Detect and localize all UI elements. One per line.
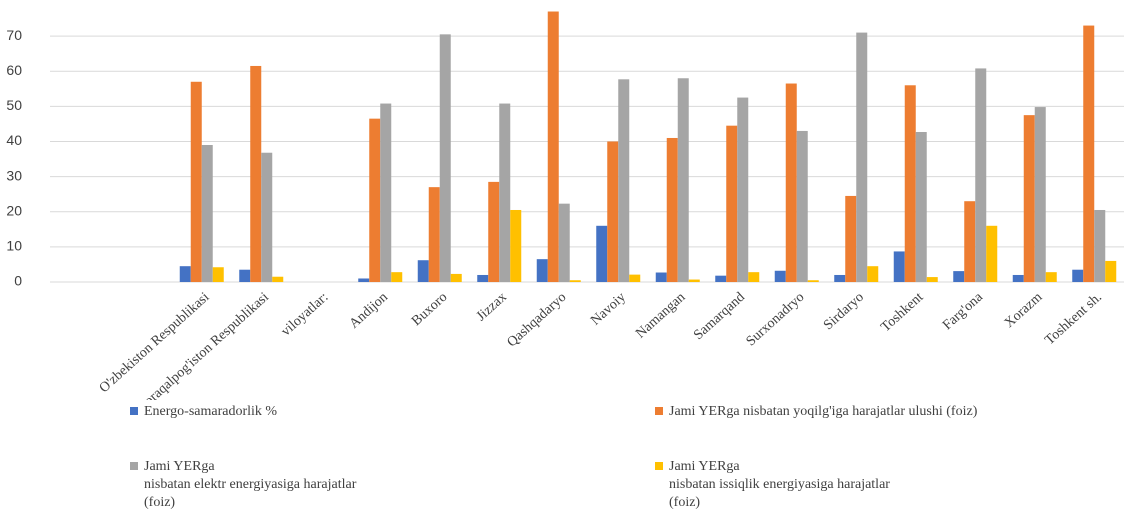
bar [369, 118, 381, 283]
bar [488, 181, 500, 282]
bar [439, 34, 451, 282]
bar [596, 225, 608, 282]
bar [380, 103, 392, 282]
bar [834, 274, 846, 282]
y-tick-label: 60 [6, 62, 22, 78]
x-tick-label: Xorazm [1002, 290, 1046, 331]
legend-label: Jami YERga nisbatan yoqilg'iga harajatla… [669, 404, 978, 419]
legend-label: Energo-samaradorlik % [144, 404, 278, 419]
bar [417, 260, 429, 282]
bar [867, 266, 879, 282]
bar [904, 85, 916, 283]
legend-label: Jami YERga nisbatan elektr energiyasiga … [144, 459, 357, 510]
bar [569, 280, 581, 282]
plot: 0 10 20 30 40 50 60 70 O'zbekiston Respublikasi Q… [6, 11, 1124, 400]
x-tick-label: Toshkent [878, 290, 926, 335]
bar [856, 32, 868, 282]
legend-item: Jami YERga nisbatan issiqlik energiyasig… [655, 458, 1089, 512]
bar [607, 141, 619, 282]
bar [926, 277, 938, 282]
bar [450, 273, 462, 282]
bar [250, 65, 262, 282]
y-tick-label: 20 [6, 202, 22, 218]
bar [190, 81, 202, 283]
bar [212, 267, 224, 282]
x-tick-label: Namangan [633, 290, 688, 342]
bar [677, 78, 689, 282]
y-tick-label: 40 [6, 132, 22, 148]
bar [179, 266, 191, 282]
x-tick-label: Qashqadaryo [504, 290, 569, 351]
bar [893, 251, 905, 282]
bar [1034, 107, 1046, 282]
bar [391, 272, 403, 282]
bar [1045, 272, 1057, 282]
bar [915, 132, 927, 282]
x-tick-label: Navoiy [588, 290, 629, 329]
bar [1083, 25, 1095, 283]
bar [737, 97, 749, 282]
x-tick-label: Toshkent sh. [1042, 290, 1104, 348]
y-tick-label: 30 [6, 167, 22, 183]
bar [547, 11, 559, 283]
legend-swatch [130, 462, 138, 470]
bar [986, 225, 998, 282]
bar [964, 201, 976, 282]
bar [666, 137, 678, 282]
bar [499, 103, 511, 282]
legend-item: Jami YERga nisbatan elektr energiyasiga … [130, 458, 564, 512]
legend-swatch [130, 407, 138, 415]
bar [807, 280, 819, 282]
bar [536, 259, 548, 282]
bar [510, 209, 522, 282]
bar [748, 272, 760, 282]
bar [655, 272, 667, 282]
bar [715, 275, 727, 282]
bar [428, 187, 440, 282]
bar [558, 203, 570, 282]
bar [688, 279, 700, 282]
bar [477, 274, 489, 282]
legend-label: Jami YERga nisbatan issiqlik energiyasig… [669, 459, 890, 510]
x-tick-label: Jizzax [474, 290, 510, 325]
y-tick-label: 0 [14, 273, 22, 289]
legend-swatch [655, 407, 663, 415]
bar [845, 195, 857, 282]
x-tick-label: Surxonadryo [744, 290, 808, 350]
legend-swatch [655, 462, 663, 470]
bar [629, 274, 641, 282]
bar [1105, 260, 1117, 282]
x-tick-label: O'zbekiston Respublikasi [97, 290, 213, 396]
bar [1094, 209, 1106, 282]
legend-item: Jami YERga nisbatan yoqilg'iga harajatla… [655, 403, 1089, 421]
bar [1023, 115, 1035, 283]
bar [975, 68, 987, 283]
y-tick-label: 50 [6, 97, 22, 113]
x-tick-label: viloyatlar: [279, 290, 332, 340]
x-tick-label: Andijon [347, 290, 391, 332]
bar [201, 145, 213, 282]
legend-item: Energo-samaradorlik % [130, 403, 564, 421]
bar [953, 271, 965, 282]
x-tick-label: Sirdaryo [821, 290, 867, 333]
bar [239, 269, 251, 282]
bar [261, 152, 273, 282]
bar [785, 83, 797, 283]
bar [272, 276, 284, 282]
bar [774, 270, 786, 282]
y-tick-label: 10 [6, 238, 22, 254]
bar [726, 125, 738, 282]
bar [1072, 269, 1084, 282]
bar [1012, 274, 1024, 282]
x-tick-label: Farg'ona [940, 289, 986, 333]
bar [358, 278, 370, 282]
x-tick-label: Buxoro [409, 290, 450, 329]
bar [796, 130, 808, 282]
x-tick-label: Samarqand [691, 290, 748, 343]
bar [618, 79, 630, 282]
y-tick-label: 70 [6, 27, 22, 43]
